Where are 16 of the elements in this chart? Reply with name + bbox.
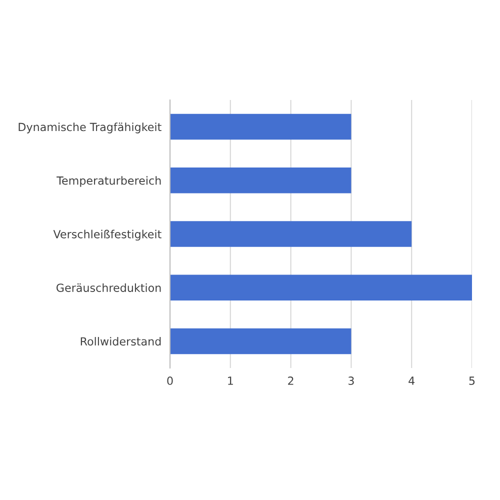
bar	[170, 274, 472, 300]
x-tick-label: 3	[348, 376, 354, 385]
bar	[170, 328, 352, 354]
y-tick-label: Temperaturbereich	[56, 176, 161, 187]
y-tick-label: Geräuschreduktion	[56, 283, 161, 292]
bar	[170, 168, 352, 194]
bar	[170, 221, 412, 247]
y-tick-label: Dynamische Tragfähigkeit	[18, 122, 162, 134]
x-tick-label: 0	[167, 376, 173, 385]
bar	[170, 114, 352, 140]
x-tick-label: 5	[469, 376, 475, 385]
x-tick-label: 2	[288, 376, 294, 385]
x-tick-label: 4	[408, 376, 415, 385]
y-tick-label: Rollwiderstand	[80, 336, 161, 346]
x-tick-label: 1	[228, 376, 233, 385]
y-tick-label: Verschleißfestigkeit	[53, 230, 162, 241]
